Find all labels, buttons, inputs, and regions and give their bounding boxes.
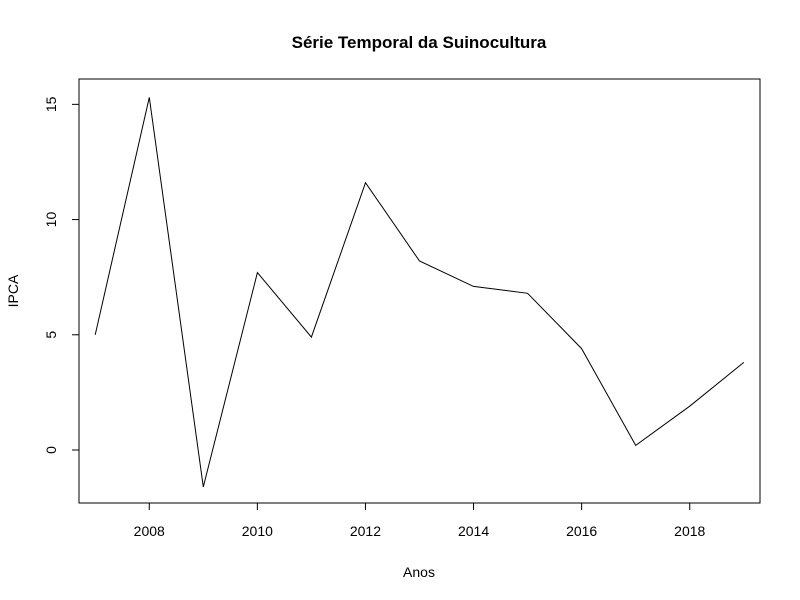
y-tick-label-0: 0 — [43, 446, 59, 454]
y-axis: 0 5 10 15 — [43, 96, 80, 454]
x-tick-label-2: 2012 — [350, 523, 381, 539]
x-tick-label-3: 2014 — [458, 523, 489, 539]
plot-frame — [78, 78, 761, 504]
y-tick-label-1: 5 — [43, 331, 59, 339]
y-tick-label-3: 15 — [43, 96, 59, 112]
x-axis-label: Anos — [403, 564, 435, 580]
x-tick-label-5: 2018 — [674, 523, 705, 539]
y-tick-label-2: 10 — [43, 212, 59, 228]
chart-title: Série Temporal da Suinocultura — [292, 33, 547, 52]
x-tick-label-0: 2008 — [134, 523, 165, 539]
x-axis: 2008 2010 2012 2014 2016 2018 — [134, 502, 706, 539]
series-line-0 — [94, 97, 745, 488]
x-tick-label-1: 2010 — [242, 523, 273, 539]
y-axis-label: IPCA — [5, 274, 21, 307]
x-tick-label-4: 2016 — [566, 523, 597, 539]
series-group — [94, 97, 745, 488]
